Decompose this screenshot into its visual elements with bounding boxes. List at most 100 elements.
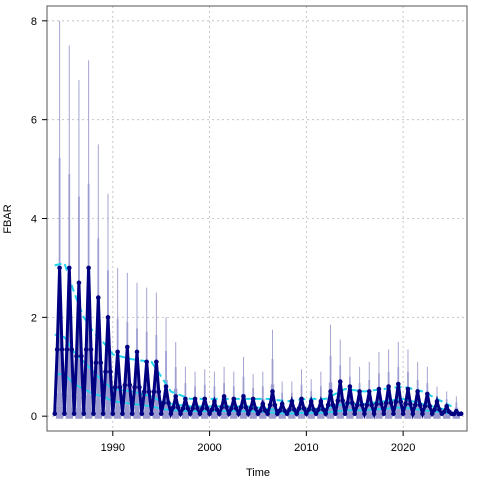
median-point	[175, 404, 181, 410]
median-point	[57, 265, 62, 271]
median-series	[52, 265, 464, 420]
median-point	[267, 402, 273, 408]
median-point	[294, 411, 299, 417]
median-point	[100, 411, 106, 417]
median-point	[168, 411, 174, 417]
median-point	[425, 391, 430, 397]
median-point	[429, 411, 435, 417]
median-point	[226, 411, 232, 417]
median-point	[354, 402, 360, 408]
median-point	[304, 411, 309, 417]
median-point	[374, 401, 379, 407]
median-point	[405, 386, 411, 392]
median-point	[350, 400, 355, 406]
median-point	[395, 381, 401, 387]
median-point	[345, 400, 350, 406]
median-point	[289, 399, 295, 404]
y-tick-label: 2	[31, 312, 37, 324]
median-point	[146, 389, 152, 395]
median-point	[170, 404, 176, 410]
median-point	[437, 407, 442, 412]
median-point	[122, 382, 128, 388]
median-point	[248, 406, 254, 411]
median-point	[173, 394, 179, 399]
median-point	[64, 347, 70, 352]
median-point	[352, 411, 358, 417]
median-point	[156, 389, 162, 395]
median-point	[253, 406, 258, 411]
median-point	[245, 411, 251, 417]
median-point	[71, 411, 77, 417]
median-point	[444, 403, 449, 409]
median-point	[441, 409, 447, 415]
median-point	[103, 369, 108, 374]
median-point	[408, 401, 413, 407]
median-point	[366, 389, 372, 394]
median-point	[93, 360, 99, 366]
median-point	[398, 399, 404, 405]
median-point	[110, 411, 116, 417]
median-point	[120, 411, 125, 417]
median-point	[209, 407, 215, 412]
median-point	[381, 411, 387, 417]
median-point	[434, 399, 440, 404]
median-point	[255, 411, 261, 417]
y-tick-label: 8	[31, 16, 37, 28]
median-point	[69, 347, 74, 352]
median-point	[79, 353, 84, 359]
median-point	[400, 411, 406, 417]
median-point	[359, 402, 365, 408]
median-point	[125, 344, 130, 350]
median-point	[216, 411, 222, 417]
median-point	[417, 402, 423, 408]
median-point	[161, 400, 166, 406]
x-tick-label: 2020	[391, 442, 415, 454]
median-point	[313, 411, 319, 417]
median-point	[105, 315, 111, 320]
median-line	[53, 267, 462, 420]
median-point	[219, 404, 224, 410]
median-point	[163, 384, 169, 389]
median-point	[129, 411, 135, 417]
median-point	[364, 402, 370, 408]
median-point	[311, 407, 316, 412]
median-point	[214, 407, 220, 412]
median-point	[412, 402, 418, 408]
median-point	[134, 349, 140, 355]
median-point	[74, 353, 79, 359]
median-point	[115, 349, 120, 355]
median-point	[422, 403, 428, 409]
median-point	[301, 406, 307, 411]
median-point	[379, 401, 384, 407]
median-point	[376, 386, 382, 392]
median-point	[296, 406, 302, 411]
median-point	[265, 411, 270, 417]
median-point	[250, 396, 256, 402]
y-tick-label: 0	[31, 411, 37, 423]
x-tick-label: 1990	[101, 442, 125, 454]
median-point	[306, 407, 312, 412]
median-point	[316, 407, 321, 412]
median-point	[347, 384, 353, 389]
median-point	[66, 265, 72, 271]
median-point	[279, 401, 285, 407]
median-point	[229, 406, 234, 411]
median-point	[127, 382, 133, 388]
median-point	[420, 411, 425, 417]
median-point	[427, 403, 433, 409]
median-point	[187, 411, 193, 417]
median-point	[342, 411, 348, 417]
median-point	[207, 411, 212, 417]
median-point	[337, 379, 343, 384]
median-point	[154, 359, 159, 365]
median-point	[233, 406, 239, 411]
median-point	[432, 407, 437, 412]
median-point	[137, 384, 142, 390]
median-point	[241, 394, 246, 399]
median-point	[262, 408, 268, 413]
median-point	[86, 265, 91, 271]
median-point	[132, 384, 137, 390]
median-point	[190, 406, 195, 411]
